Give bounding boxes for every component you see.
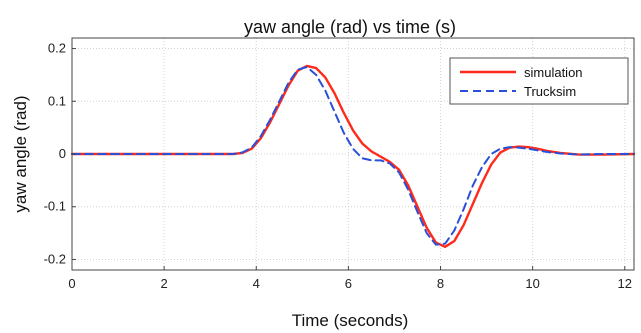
x-tick-label: 12 <box>618 276 632 291</box>
x-tick-label: 2 <box>161 276 168 291</box>
y-tick-label: -0.1 <box>44 199 66 214</box>
x-tick-label: 8 <box>437 276 444 291</box>
axis-ticks: 0 2 4 6 8 10 12 -0.2 -0.1 0 0.1 0.2 <box>44 41 632 291</box>
y-tick-label: 0 <box>59 146 66 161</box>
y-tick-label: 0.2 <box>48 41 66 56</box>
legend: simulation Trucksim <box>449 57 629 105</box>
x-axis-title: Time (seconds) <box>292 311 409 330</box>
series-lines <box>70 64 636 249</box>
legend-box <box>449 57 629 105</box>
x-tick-label: 0 <box>68 276 75 291</box>
y-tick-label: 0.1 <box>48 93 66 108</box>
x-tick-label: 6 <box>345 276 352 291</box>
legend-label-trucksim: Trucksim <box>524 84 576 99</box>
y-tick-label: -0.2 <box>44 251 66 266</box>
series-line-trucksim <box>71 66 635 246</box>
chart-title: yaw angle (rad) vs time (s) <box>244 17 456 37</box>
x-tick-label: 4 <box>253 276 260 291</box>
legend-label-simulation: simulation <box>524 65 583 80</box>
x-tick-label: 10 <box>525 276 539 291</box>
series-line-simulation <box>70 64 636 249</box>
y-axis-title: yaw angle (rad) <box>11 95 30 212</box>
